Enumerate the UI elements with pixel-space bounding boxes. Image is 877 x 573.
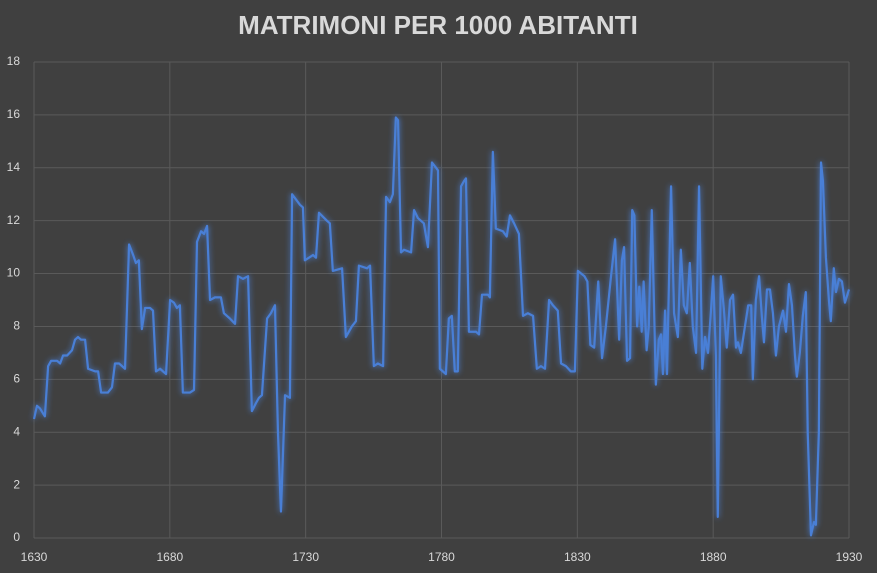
y-tick-label: 18: [7, 54, 21, 68]
x-tick-label: 1930: [836, 550, 863, 564]
line-series: [32, 116, 851, 537]
y-tick-label: 8: [13, 319, 20, 333]
x-tick-label: 1730: [292, 550, 319, 564]
y-tick-label: 0: [13, 530, 20, 544]
x-tick-label: 1830: [564, 550, 591, 564]
x-tick-label: 1680: [156, 550, 183, 564]
y-tick-label: 14: [7, 160, 21, 174]
y-tick-label: 6: [13, 372, 20, 386]
y-tick-label: 10: [7, 266, 21, 280]
x-tick-label: 1780: [428, 550, 455, 564]
x-tick-label: 1880: [700, 550, 727, 564]
x-tick-label: 1630: [21, 550, 48, 564]
y-tick-label: 4: [13, 424, 20, 438]
y-tick-label: 16: [7, 107, 21, 121]
y-tick-label: 12: [7, 213, 21, 227]
y-tick-label: 2: [13, 477, 20, 491]
chart-title: MATRIMONI PER 1000 ABITANTI: [238, 10, 638, 40]
